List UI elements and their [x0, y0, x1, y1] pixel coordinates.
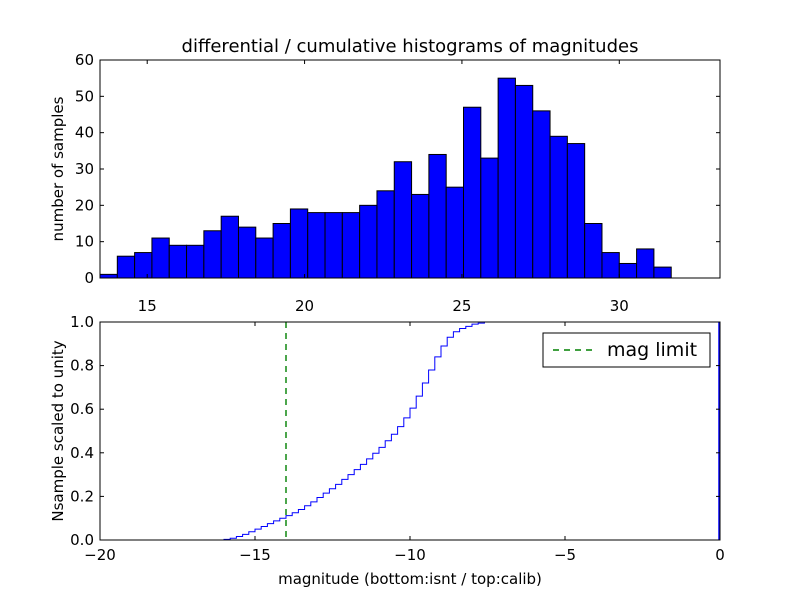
histogram-bar: [186, 244, 205, 279]
cumulative-y-tick-label: 0.8: [70, 357, 94, 375]
histogram-bar: [376, 190, 395, 279]
cumulative-y-tick-label: 0.0: [70, 531, 94, 549]
cumulative-y-tick-label: 0.4: [70, 444, 94, 462]
histogram-bar: [428, 153, 447, 279]
histogram-bar: [549, 135, 568, 279]
histogram-axes: differential / cumulative histograms of …: [49, 36, 721, 315]
cumulative-axes: −20 −15 −10 −5 0 0.0 0.2 0.4 0.6 0.8 1.0 magnitud…: [49, 313, 725, 588]
histogram-bar: [636, 248, 655, 279]
cumulative-step-line: [100, 321, 720, 541]
histogram-bar: [220, 215, 239, 279]
histogram-x-tick-label: 15: [138, 297, 157, 315]
histogram-bar: [134, 252, 153, 279]
histogram-bar: [463, 106, 482, 279]
histogram-bar: [307, 212, 326, 279]
histogram-bar: [480, 157, 499, 279]
cumulative-lines: [100, 321, 720, 541]
histogram-bar: [359, 204, 378, 279]
cumulative-x-tick-label: −5: [554, 546, 576, 564]
legend: mag limit: [542, 332, 711, 368]
histogram-bar: [237, 226, 257, 279]
histogram-y-tick-label: 30: [75, 160, 94, 178]
histogram-bar: [324, 212, 343, 279]
histogram-bar: [411, 193, 430, 279]
cumulative-x-tick-label: 0: [715, 546, 725, 564]
histogram-bar: [566, 143, 586, 279]
histogram-bar: [618, 262, 638, 279]
cumulative-y-tick-label: 0.2: [70, 487, 94, 505]
histogram-bar: [445, 186, 465, 279]
histogram-x-tick-label: 25: [452, 297, 471, 315]
cumulative-y-tick-label: 0.6: [70, 400, 94, 418]
histogram-x-tick-label: 30: [610, 297, 629, 315]
histogram-bar: [289, 208, 309, 279]
histogram-y-tick-label: 10: [75, 233, 94, 251]
cumulative-y-tick-label: 1.0: [70, 313, 94, 331]
cumulative-x-label: magnitude (bottom:isnt / top:calib): [278, 570, 542, 588]
cumulative-y-ticks: 0.0 0.2 0.4 0.6 0.8 1.0: [70, 313, 720, 549]
cumulative-x-tick-label: −10: [394, 546, 426, 564]
histogram-y-tick-label: 40: [75, 124, 94, 142]
histogram-bar: [532, 110, 551, 279]
histogram-bar: [116, 255, 136, 279]
histogram-y-tick-label: 20: [75, 196, 94, 214]
histogram-y-tick-label: 60: [75, 51, 94, 69]
histogram-bar: [514, 84, 534, 279]
histogram-bar: [341, 212, 361, 279]
histogram-y-label: number of samples: [49, 96, 67, 241]
histogram-bar: [99, 273, 118, 279]
legend-box: [542, 332, 711, 368]
cumulative-x-tick-label: −15: [239, 546, 271, 564]
histogram-bar: [203, 230, 222, 279]
histogram-bar: [393, 161, 413, 279]
histogram-bars: [99, 77, 672, 279]
histogram-bar: [272, 223, 291, 279]
chart-title: differential / cumulative histograms of …: [182, 36, 639, 57]
legend-mag-limit-label: mag limit: [607, 339, 697, 361]
histogram-x-tick-label: 20: [295, 297, 314, 315]
histogram-y-tick-label: 0: [84, 269, 94, 287]
histogram-bar: [584, 223, 603, 279]
histogram-y-tick-label: 50: [75, 87, 94, 105]
histogram-bar: [497, 77, 516, 279]
cumulative-x-tick-label: −20: [84, 546, 116, 564]
histogram-bar: [151, 237, 170, 279]
histogram-bar: [255, 237, 274, 279]
cumulative-x-ticks: −20 −15 −10 −5 0: [84, 322, 725, 564]
histogram-bar: [653, 266, 672, 279]
cumulative-y-label: Nsample scaled to unity: [49, 340, 67, 521]
histogram-bar: [601, 252, 620, 279]
histogram-y-ticks: 0 10 20 30 40 50 60: [75, 51, 720, 287]
histogram-x-ticks: 15 20 25 30: [138, 60, 629, 315]
histogram-bar: [168, 244, 188, 279]
